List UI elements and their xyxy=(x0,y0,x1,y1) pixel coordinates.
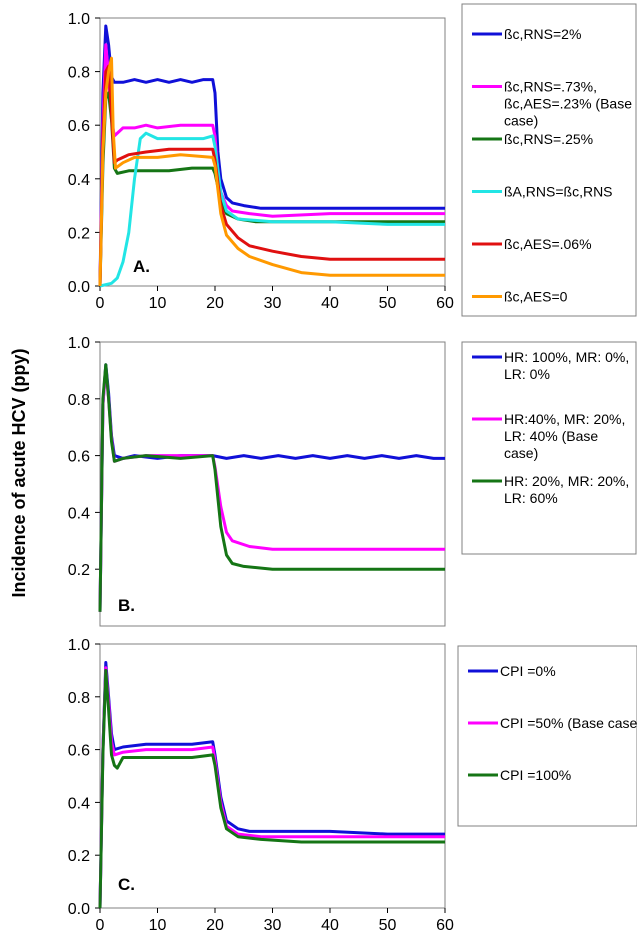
panel-b-legend-entry: HR: 100%, MR: 0%, LR: 0% xyxy=(504,349,629,382)
panel-a-legend-entry-line: ßc,AES=.23% (Base xyxy=(504,96,632,112)
panel-a-ytick-label: 0.8 xyxy=(68,65,90,82)
panel-a-legend-entry-line: ßc,RNS=2% xyxy=(504,26,581,42)
panel-b-frame xyxy=(99,341,446,627)
panel-a-xtick-label: 60 xyxy=(436,295,454,312)
panel-b-legend-entry-line: LR: 40% (Base xyxy=(504,428,598,444)
panel-b-legend-entry: HR:40%, MR: 20%, LR: 40% (Base case) xyxy=(504,411,625,461)
panel-c-xtick-label: 40 xyxy=(321,917,339,934)
panel-c-ytick-label: 0.2 xyxy=(68,848,90,865)
panel-a-legend-entry-line: ßc,AES=0 xyxy=(504,289,568,305)
panel-b-legend-entry-line: LR: 0% xyxy=(504,366,550,382)
panel-a-legend-entry-line: ßc,AES=.06% xyxy=(504,236,592,252)
panel-a-xtick-label: 30 xyxy=(264,295,282,312)
panel-c-ytick-label: 0.0 xyxy=(68,901,90,918)
panel-b-series-hr-20-mr-20-lr-60 xyxy=(98,363,445,612)
panel-c: 0.0 0.2 0.4 0.6 0.8 1.0 0 10 20 30 40 50 60 C. CPI =0%… xyxy=(68,637,637,934)
panel-c-xtick-label: 20 xyxy=(206,917,224,934)
panel-a-legend-entry: ßc,AES=0 xyxy=(504,289,568,305)
panel-a-ytick-label: 0.6 xyxy=(68,118,90,135)
panel-b-legend-entry-line: case) xyxy=(504,445,538,461)
panel-a-ytick-label: 0.2 xyxy=(68,225,90,242)
panel-c-ytick-label: 0.6 xyxy=(68,743,90,760)
panel-c-frame xyxy=(99,643,446,909)
panel-a-series-a-rns-c-rns xyxy=(99,131,445,288)
panel-b-legend-entry-line: HR:40%, MR: 20%, xyxy=(504,411,625,427)
panel-a-ytick-label: 1.0 xyxy=(68,11,90,28)
panel-c-ytick-label: 0.8 xyxy=(68,690,90,707)
panel-c-ytick-label: 0.4 xyxy=(68,795,90,812)
panel-c-xtick-label: 50 xyxy=(379,917,397,934)
panel-c-label: C. xyxy=(118,875,135,894)
panel-c-series-cpi-100 xyxy=(98,668,445,909)
panel-a-legend-entry: ßA,RNS=ßc,RNS xyxy=(504,184,613,200)
panel-b-legend-entry: HR: 20%, MR: 20%, LR: 60% xyxy=(504,473,629,506)
panel-a-legend-entry-line: ßc,RNS=.73%, xyxy=(504,79,597,95)
panel-b-legend-entry-line: HR: 100%, MR: 0%, xyxy=(504,349,629,365)
panel-c-xtick-label: 30 xyxy=(264,917,282,934)
y-axis-label: Incidence of acute HCV (ppy) xyxy=(9,348,29,597)
panel-a-xtick-label: 10 xyxy=(149,295,167,312)
panel-c-legend-entry: CPI =50% (Base case) xyxy=(500,715,637,731)
panel-a-series-c-aes-06 xyxy=(98,64,445,287)
panel-a-xtick-label: 20 xyxy=(206,295,224,312)
panel-c-ytick-label: 1.0 xyxy=(68,637,90,654)
panel-a: 0.0 0.2 0.4 0.6 0.8 1.0 0 10 20 30 40 50 60 A. ßc,RNS=… xyxy=(68,3,637,317)
panel-a-xtick-label: 50 xyxy=(379,295,397,312)
panel-c-legend-entry-line: CPI =50% (Base case) xyxy=(500,715,637,731)
panel-a-legend xyxy=(461,3,637,317)
panel-a-legend-entry: ßc,AES=.06% xyxy=(504,236,592,252)
panel-a-legend-entry: ßc,RNS=.25% xyxy=(504,131,593,147)
panel-b-ytick-label: 0.8 xyxy=(68,392,90,409)
panel-c-legend-entry-line: CPI =100% xyxy=(500,767,571,783)
panel-a-xtick-label: 0 xyxy=(96,295,105,312)
panel-b-legend-entry-line: LR: 60% xyxy=(504,490,558,506)
panel-b-legend-entry-line: HR: 20%, MR: 20%, xyxy=(504,473,629,489)
panel-a-ytick-label: 0.0 xyxy=(68,279,90,296)
panel-a-label: A. xyxy=(133,257,150,276)
panel-a-ytick-label: 0.4 xyxy=(68,172,90,189)
panel-b-ytick-label: 0.6 xyxy=(68,449,90,466)
panel-c-xtick-label: 0 xyxy=(96,917,105,934)
panel-b-ytick-label: 1.0 xyxy=(68,335,90,352)
panel-c-legend-entry-line: CPI =0% xyxy=(500,663,556,679)
panel-b: 0.2 0.4 0.6 0.8 1.0 B. HR: 100%, MR: 0%, LR: 0%… xyxy=(68,335,637,627)
panel-a-legend-entry: ßc,RNS=2% xyxy=(504,26,581,42)
panel-b-label: B. xyxy=(118,596,135,615)
panel-a-xtick-label: 40 xyxy=(321,295,339,312)
panel-a-legend-entry-line: ßc,RNS=.25% xyxy=(504,131,593,147)
panel-a-series-c-aes-0 xyxy=(98,56,445,287)
panel-a-legend-entry-line: ßA,RNS=ßc,RNS xyxy=(504,184,613,200)
panel-a-legend-entry-line: case) xyxy=(504,113,538,129)
panel-c-legend-entry: CPI =0% xyxy=(500,663,556,679)
panel-b-legend xyxy=(461,341,637,555)
panel-b-ytick-label: 0.4 xyxy=(68,505,90,522)
panel-c-legend-entry: CPI =100% xyxy=(500,767,571,783)
panel-c-xtick-label: 10 xyxy=(149,917,167,934)
panel-a-legend-entry: ßc,RNS=.73%, ßc,AES=.23% (Base case) xyxy=(504,79,632,129)
panel-b-ytick-label: 0.2 xyxy=(68,562,90,579)
panel-c-legend xyxy=(457,645,637,827)
panel-c-xtick-label: 60 xyxy=(436,917,454,934)
